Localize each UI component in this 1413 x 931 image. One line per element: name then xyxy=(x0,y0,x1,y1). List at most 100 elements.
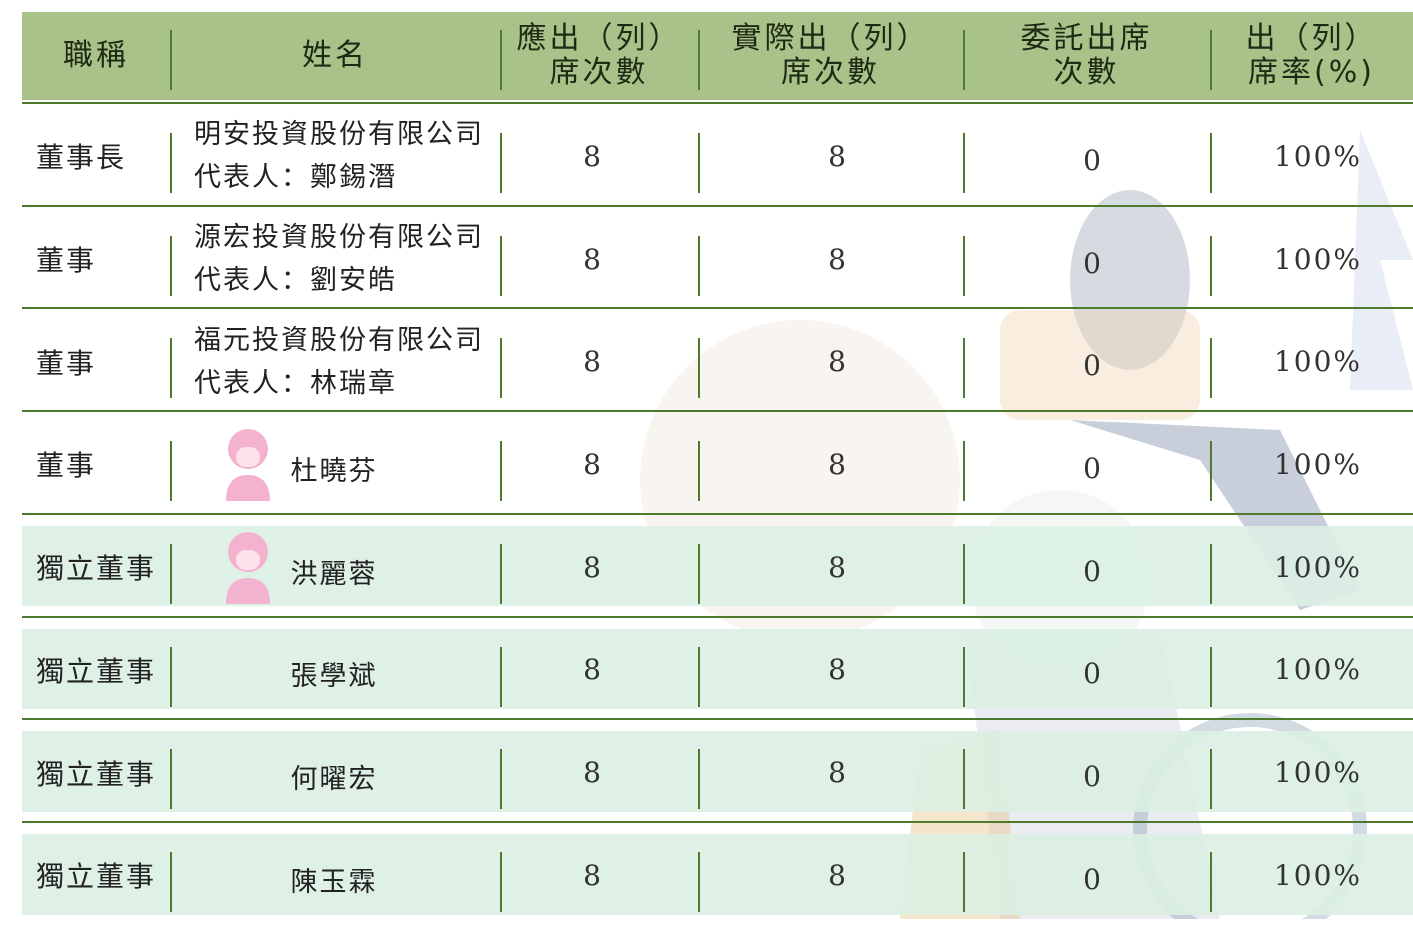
column-divider xyxy=(170,646,172,707)
row-divider xyxy=(22,820,1413,823)
row-divider xyxy=(22,410,1413,413)
column-divider xyxy=(698,441,700,502)
column-divider xyxy=(500,235,502,296)
column-divider xyxy=(170,543,172,604)
column-divider xyxy=(1210,646,1212,707)
proxy: 0 xyxy=(1083,862,1103,896)
column-divider xyxy=(963,543,965,604)
column-divider xyxy=(963,646,965,707)
header-text: 次數 xyxy=(1053,55,1120,90)
name: 福元投資股份有限公司 代表人：林瑞章 xyxy=(194,310,484,413)
row-divider xyxy=(22,512,1413,515)
name: 張學斌 xyxy=(290,661,378,693)
column-divider xyxy=(1210,543,1212,604)
column-divider xyxy=(963,338,965,399)
actual: 8 xyxy=(828,550,848,584)
required: 8 xyxy=(583,550,603,584)
column-divider xyxy=(698,646,700,707)
header-text: 委託出席 xyxy=(1020,21,1153,56)
column-divider xyxy=(698,235,700,296)
row-divider xyxy=(22,102,1413,104)
actual: 8 xyxy=(828,858,848,892)
header-cell: 姓名 xyxy=(170,12,500,100)
name: 洪麗蓉 xyxy=(290,558,378,590)
header-cell: 實際出（列） 席次數 xyxy=(698,12,963,100)
header-cell: 委託出席 次數 xyxy=(963,12,1210,100)
name-line: 代表人：林瑞章 xyxy=(194,367,397,399)
rate: 100% xyxy=(1273,139,1363,173)
required: 8 xyxy=(583,756,603,790)
proxy: 0 xyxy=(1083,657,1103,691)
title: 董事長 xyxy=(36,141,127,175)
name-line: 代表人：劉安皓 xyxy=(194,265,397,297)
proxy: 0 xyxy=(1083,451,1103,485)
column-divider xyxy=(500,338,502,399)
column-divider xyxy=(698,30,700,90)
column-divider xyxy=(170,30,172,90)
required: 8 xyxy=(583,242,603,276)
column-divider xyxy=(1210,441,1212,502)
column-divider xyxy=(963,30,965,90)
column-divider xyxy=(170,749,172,810)
column-divider xyxy=(698,338,700,399)
name-line: 福元投資股份有限公司 xyxy=(194,324,484,356)
rate: 100% xyxy=(1273,447,1363,481)
rate: 100% xyxy=(1273,550,1363,584)
header-cell: 應出（列） 席次數 xyxy=(500,12,698,100)
row-band xyxy=(22,628,1413,710)
column-divider xyxy=(1210,338,1212,399)
name-line: 代表人：鄭錫潛 xyxy=(194,162,397,194)
column-divider xyxy=(500,851,502,912)
actual: 8 xyxy=(828,139,848,173)
column-divider xyxy=(170,851,172,912)
column-divider xyxy=(500,133,502,193)
column-divider xyxy=(1210,133,1212,193)
actual: 8 xyxy=(828,345,848,379)
column-divider xyxy=(500,30,502,90)
title: 獨立董事 xyxy=(36,654,157,688)
person-icon xyxy=(226,429,270,501)
proxy: 0 xyxy=(1083,349,1103,383)
column-divider xyxy=(698,749,700,810)
column-divider xyxy=(698,133,700,193)
actual: 8 xyxy=(828,447,848,481)
column-divider xyxy=(170,133,172,193)
proxy: 0 xyxy=(1083,554,1103,588)
header-text: 職稱 xyxy=(63,38,129,73)
name: 何曜宏 xyxy=(290,764,378,796)
header-text: 實際出（列） xyxy=(731,21,930,56)
header-text: 應出（列） xyxy=(516,21,682,56)
row-band xyxy=(22,731,1413,812)
name-line: 明安投資股份有限公司 xyxy=(194,119,484,151)
row-divider xyxy=(22,615,1413,618)
header-text: 姓名 xyxy=(302,38,368,73)
column-divider xyxy=(170,441,172,502)
column-divider xyxy=(500,749,502,810)
name-line: 源宏投資股份有限公司 xyxy=(194,222,484,254)
column-divider xyxy=(963,851,965,912)
header-bar xyxy=(22,12,1413,100)
header-text: 席次數 xyxy=(549,55,649,90)
rate: 100% xyxy=(1273,242,1363,276)
column-divider xyxy=(963,441,965,502)
column-divider xyxy=(698,851,700,912)
rate: 100% xyxy=(1273,858,1363,892)
column-divider xyxy=(500,441,502,502)
rate: 100% xyxy=(1273,345,1363,379)
header-cell: 出（列） 席率(%) xyxy=(1210,12,1413,100)
actual: 8 xyxy=(828,653,848,687)
row-divider xyxy=(22,307,1413,310)
row-divider xyxy=(22,204,1413,207)
column-divider xyxy=(500,543,502,604)
row-band xyxy=(22,833,1413,915)
person-icon xyxy=(226,532,270,604)
rate: 100% xyxy=(1273,653,1363,687)
name: 杜曉芬 xyxy=(290,455,378,487)
proxy: 0 xyxy=(1083,246,1103,280)
column-divider xyxy=(963,133,965,193)
row-divider xyxy=(22,718,1413,721)
column-divider xyxy=(963,235,965,296)
title: 董事 xyxy=(36,346,97,380)
header-text: 席率(%) xyxy=(1248,55,1375,90)
